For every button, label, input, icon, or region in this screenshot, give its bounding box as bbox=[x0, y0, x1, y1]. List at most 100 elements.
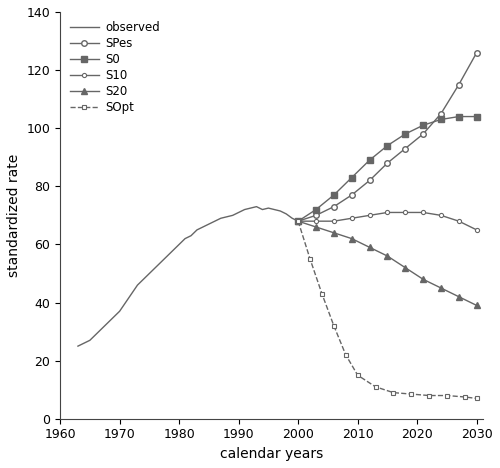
S0 bbox=[402, 131, 408, 137]
observed bbox=[212, 219, 218, 224]
SPes bbox=[384, 160, 390, 166]
S10 bbox=[295, 219, 301, 224]
X-axis label: calendar years: calendar years bbox=[220, 447, 323, 461]
SOpt bbox=[390, 390, 396, 395]
S20 bbox=[348, 236, 354, 241]
S10 bbox=[456, 219, 462, 224]
S10 bbox=[438, 212, 444, 218]
S0 bbox=[420, 123, 426, 128]
Line: S10: S10 bbox=[296, 211, 479, 232]
SOpt bbox=[426, 393, 432, 398]
SPes bbox=[366, 178, 372, 183]
S10 bbox=[313, 219, 319, 224]
Y-axis label: standardized rate: standardized rate bbox=[7, 154, 21, 277]
observed bbox=[266, 205, 272, 211]
SPes bbox=[313, 212, 319, 218]
observed bbox=[242, 207, 248, 212]
S0 bbox=[348, 175, 354, 180]
observed bbox=[110, 314, 116, 320]
observed bbox=[152, 265, 158, 271]
observed bbox=[75, 344, 81, 349]
observed bbox=[278, 208, 283, 214]
Line: observed: observed bbox=[78, 207, 298, 346]
Line: SPes: SPes bbox=[296, 50, 480, 224]
S10 bbox=[420, 210, 426, 215]
S10 bbox=[474, 227, 480, 233]
SPes bbox=[331, 204, 337, 210]
SPes bbox=[420, 131, 426, 137]
SOpt bbox=[331, 323, 337, 329]
observed bbox=[206, 221, 212, 227]
SPes bbox=[348, 192, 354, 198]
S20 bbox=[474, 303, 480, 308]
observed bbox=[116, 308, 122, 314]
S20 bbox=[384, 253, 390, 259]
S10 bbox=[348, 215, 354, 221]
S0 bbox=[366, 157, 372, 163]
SOpt bbox=[343, 352, 349, 358]
S0 bbox=[384, 143, 390, 148]
observed bbox=[170, 248, 176, 253]
observed bbox=[283, 211, 289, 217]
observed bbox=[146, 271, 152, 276]
SPes bbox=[402, 146, 408, 151]
observed bbox=[128, 291, 134, 297]
observed bbox=[248, 205, 254, 211]
SOpt bbox=[474, 395, 480, 401]
S20 bbox=[295, 219, 301, 224]
observed bbox=[182, 236, 188, 241]
SPes bbox=[456, 82, 462, 88]
Line: SOpt: SOpt bbox=[296, 219, 479, 401]
observed bbox=[93, 332, 99, 337]
SOpt bbox=[462, 394, 468, 400]
observed bbox=[289, 215, 295, 221]
S10 bbox=[331, 219, 337, 224]
SPes bbox=[474, 50, 480, 55]
S0 bbox=[295, 219, 301, 224]
observed bbox=[254, 204, 260, 210]
S0 bbox=[438, 117, 444, 122]
Line: S20: S20 bbox=[296, 219, 480, 308]
SOpt bbox=[319, 291, 325, 297]
S10 bbox=[384, 210, 390, 215]
S20 bbox=[366, 244, 372, 250]
observed bbox=[272, 207, 278, 212]
observed bbox=[140, 277, 146, 282]
observed bbox=[200, 224, 206, 230]
SOpt bbox=[295, 219, 301, 224]
observed bbox=[236, 210, 242, 215]
observed bbox=[295, 219, 301, 224]
S20 bbox=[456, 294, 462, 300]
SOpt bbox=[408, 391, 414, 397]
S20 bbox=[438, 285, 444, 291]
observed bbox=[122, 300, 128, 305]
observed bbox=[230, 212, 235, 218]
observed bbox=[158, 259, 164, 265]
SOpt bbox=[307, 256, 313, 262]
observed bbox=[104, 320, 110, 326]
S10 bbox=[402, 210, 408, 215]
S0 bbox=[331, 192, 337, 198]
Legend: observed, SPes, S0, S10, S20, SOpt: observed, SPes, S0, S10, S20, SOpt bbox=[66, 18, 164, 117]
SOpt bbox=[372, 384, 378, 390]
S20 bbox=[331, 230, 337, 235]
S0 bbox=[456, 114, 462, 119]
observed bbox=[176, 241, 182, 247]
S10 bbox=[366, 212, 372, 218]
observed bbox=[260, 207, 266, 212]
Line: S0: S0 bbox=[296, 114, 480, 224]
observed bbox=[218, 215, 224, 221]
S0 bbox=[313, 207, 319, 212]
S20 bbox=[402, 265, 408, 271]
S0 bbox=[474, 114, 480, 119]
SPes bbox=[438, 111, 444, 117]
observed bbox=[81, 340, 87, 346]
SOpt bbox=[444, 393, 450, 398]
observed bbox=[134, 282, 140, 288]
observed bbox=[164, 253, 170, 259]
SOpt bbox=[354, 373, 360, 378]
observed bbox=[194, 227, 200, 233]
S20 bbox=[420, 277, 426, 282]
observed bbox=[224, 214, 230, 219]
SPes bbox=[295, 219, 301, 224]
